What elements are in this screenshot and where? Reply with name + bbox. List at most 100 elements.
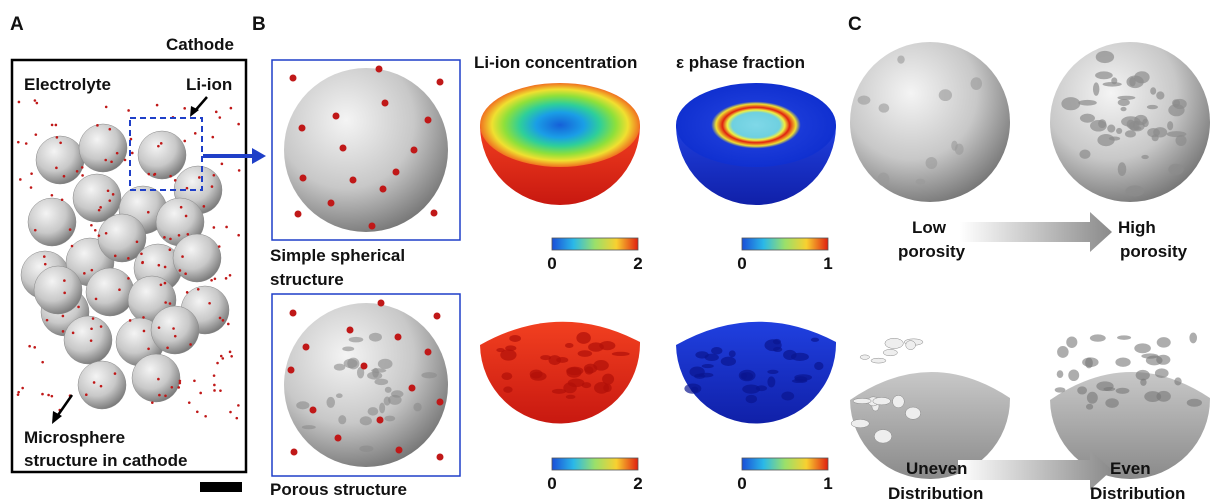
li-ion [156,104,159,107]
pore [509,335,521,342]
hemisphere-top [480,83,640,167]
pore [684,384,701,394]
li-ion [61,198,64,201]
pore [1142,119,1149,127]
pore [368,407,379,415]
pore [1080,114,1095,123]
label: Porous structure [270,480,407,499]
pore [1098,119,1106,128]
label: structure [270,270,344,289]
pore [342,346,354,351]
pore [1120,107,1126,111]
li-ion [219,389,222,392]
pore [1136,370,1150,381]
pore [1134,343,1151,353]
pore [1055,387,1066,392]
pore [1156,391,1170,402]
li-ion [169,302,172,305]
colorbar-min: 0 [737,474,746,493]
li-ion [107,189,110,192]
li-ion [369,223,376,230]
li-ion [56,136,59,139]
pore [1057,370,1064,378]
pore [372,368,379,378]
pore [378,359,393,369]
li-ion [142,316,145,319]
pore [781,391,794,400]
li-ion [183,107,186,110]
pore [1157,337,1171,347]
li-ion [118,288,121,291]
pore [746,395,757,403]
pore [729,350,736,357]
pore [851,419,869,427]
pore [873,397,891,405]
li-ion [186,187,189,190]
microsphere [78,361,126,409]
li-ion [33,346,36,349]
li-ion [181,255,184,258]
label: structure in cathode [24,451,187,470]
pore [1061,97,1080,110]
li-ion [147,211,150,214]
pore [369,333,382,342]
li-ion [335,435,342,442]
li-ion [160,283,163,286]
li-ion [238,169,241,172]
li-ion [188,401,191,404]
li-ion [210,279,213,282]
panel-label: C [848,14,862,35]
li-ion [30,172,33,175]
pore [530,372,546,381]
li-ion [310,407,317,414]
pore [360,416,372,425]
li-ion [131,152,134,155]
li-ion [221,357,224,360]
li-ion [225,226,228,229]
li-ion [47,394,50,397]
li-ion [213,174,216,177]
li-ion [81,174,84,177]
li-ion [295,211,302,218]
li-ion [92,317,95,320]
li-ion [395,334,402,341]
li-ion [218,116,221,119]
pore [767,370,778,374]
pore [939,89,952,101]
colorbar-max: 1 [823,474,832,493]
li-ion [434,313,441,320]
li-ion [164,394,167,397]
label: porosity [898,242,966,261]
microsphere [34,266,82,314]
li-ion [169,248,172,251]
li-ion [189,343,192,346]
li-ion [290,75,297,82]
pore [336,393,343,398]
pore [1103,82,1122,87]
li-ion [230,107,233,110]
li-ion [214,278,217,281]
pore [773,339,781,344]
li-ion [185,215,188,218]
microsphere [64,316,112,364]
pore [388,395,402,405]
colorbar-min: 0 [547,254,556,273]
li-ion [59,141,62,144]
li-ion [114,372,117,375]
pore [721,357,736,366]
pore [971,77,982,90]
li-ion [71,245,74,248]
li-ion [105,106,108,109]
pore [1107,125,1115,133]
li-ion [178,234,181,237]
pore [1115,358,1130,367]
li-ion [227,323,230,326]
pore [1117,335,1131,340]
li-ion [288,367,295,374]
li-ion [147,347,150,350]
pore [1118,99,1130,106]
pore [791,353,809,361]
li-ion [215,111,218,114]
li-ion [179,382,182,385]
li-ion [184,272,187,275]
